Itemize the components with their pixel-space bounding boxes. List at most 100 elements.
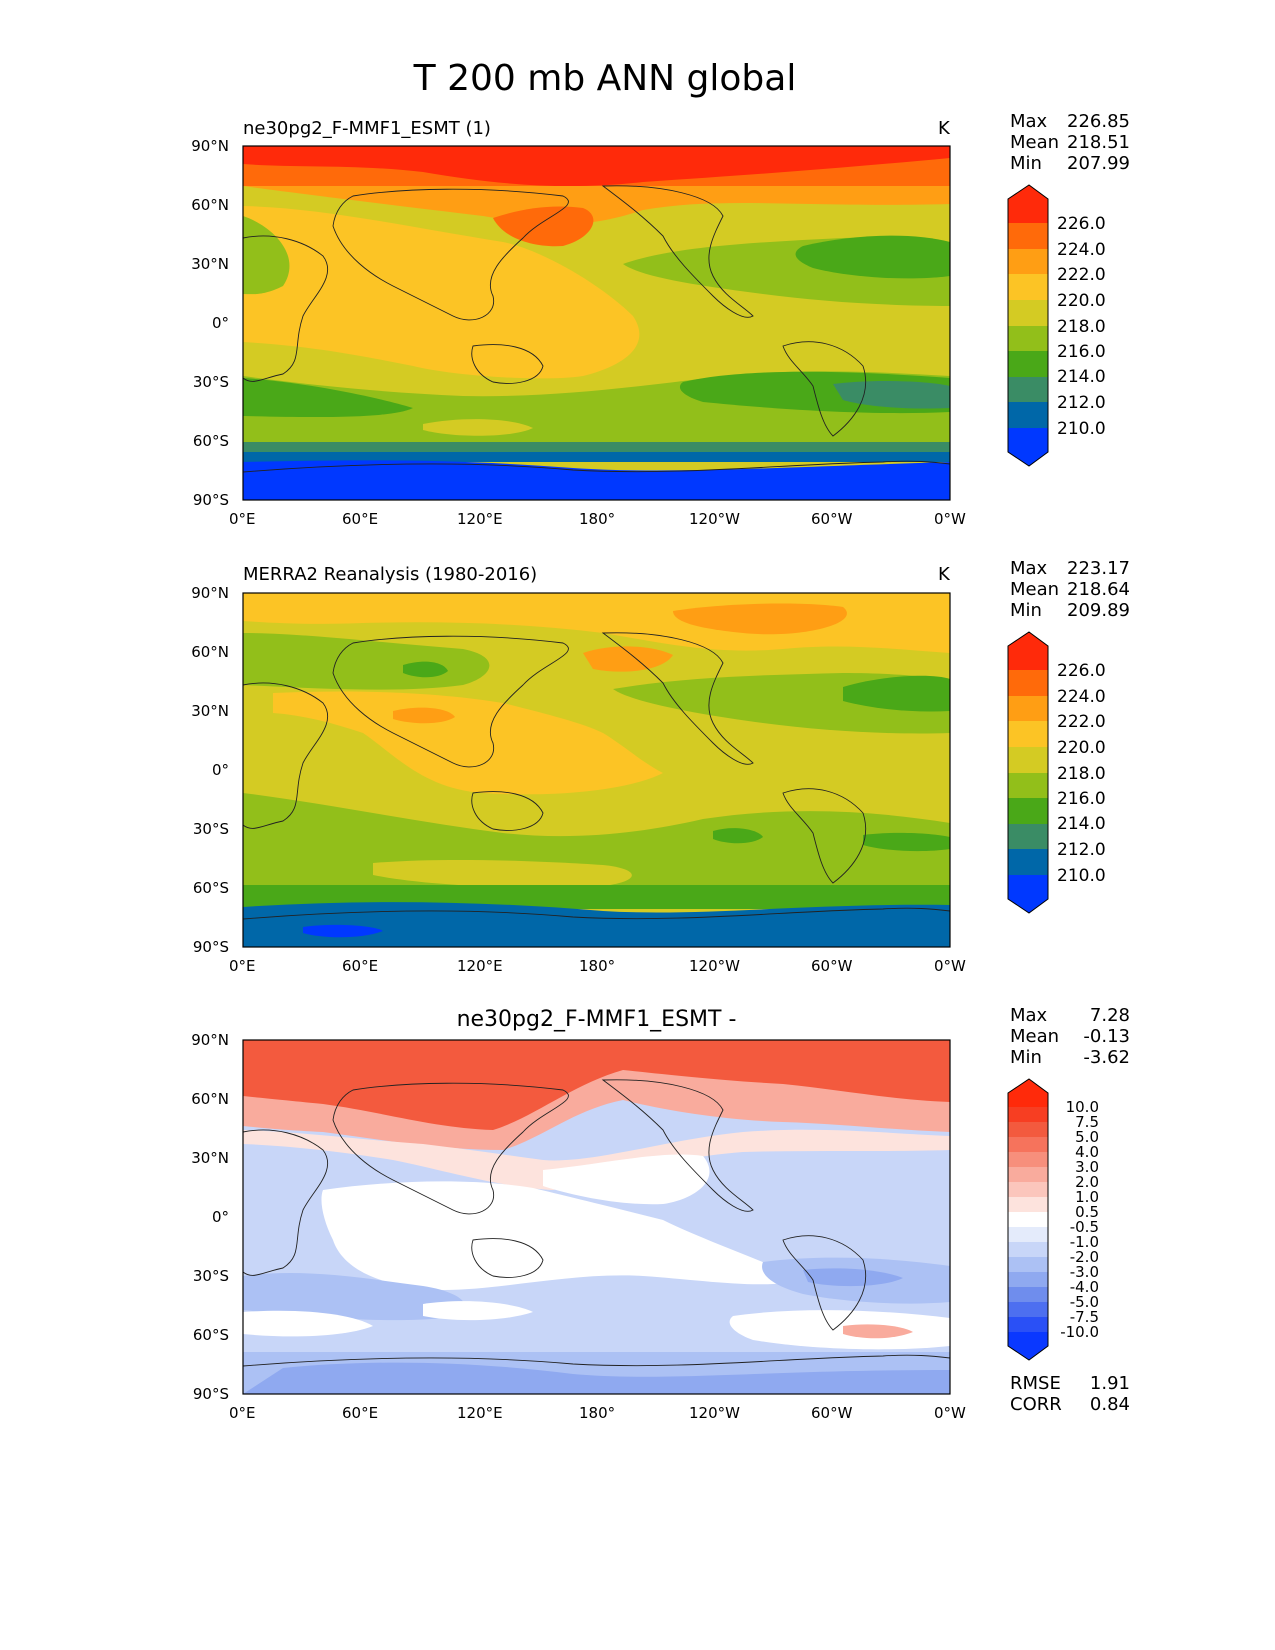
stat-value: 0.84 (1089, 1394, 1130, 1415)
stat-value: 209.89 (1067, 600, 1130, 621)
panel1-subarctic-band (243, 186, 950, 225)
lon-tick: 0°E (229, 1404, 256, 1422)
colorbar-label: 226.0 (1057, 661, 1106, 681)
colorbar-label: 3.0 (1075, 1158, 1099, 1176)
colorbar-label: -3.0 (1069, 1263, 1099, 1281)
lat-tick: 0° (211, 314, 229, 332)
lon-tick: 180° (579, 1404, 616, 1422)
stat-label: Mean (1010, 579, 1060, 600)
colorbar-label: 218.0 (1057, 764, 1106, 784)
lat-tick: 60°N (191, 1090, 229, 1108)
stat-value: 207.99 (1067, 153, 1130, 174)
lon-tick: 0°E (229, 510, 256, 528)
stat-value: 7.28 (1089, 1005, 1130, 1026)
lon-tick: 120°W (689, 957, 740, 975)
lon-tick: 60°E (342, 510, 379, 528)
colorbar-label: 220.0 (1057, 738, 1106, 758)
lon-tick: 120°W (689, 1404, 740, 1422)
lat-tick: 0° (211, 1208, 229, 1226)
colorbar-label: 7.5 (1075, 1113, 1099, 1131)
lat-tick: 90°S (192, 1385, 229, 1403)
stat-value: 218.64 (1067, 579, 1130, 600)
stat-label: RMSE (1010, 1373, 1061, 1394)
lat-tick: 0° (211, 761, 229, 779)
lon-tick: 180° (579, 510, 616, 528)
panel3-colorbar (1007, 1078, 1049, 1361)
colorbar-label: 224.0 (1057, 687, 1106, 707)
stat-label: Min (1010, 1047, 1042, 1068)
stat-label: Min (1010, 600, 1042, 621)
lon-tick: 60°E (342, 1404, 379, 1422)
panel1-kamchatka-warm (493, 206, 594, 247)
colorbar-label: 226.0 (1057, 214, 1106, 234)
lat-tick: 90°N (191, 1031, 229, 1049)
panel2-map (242, 592, 951, 948)
stat-label: CORR (1010, 1394, 1062, 1415)
lat-tick: 30°N (191, 255, 229, 273)
lon-tick: 0°W (934, 957, 966, 975)
panel1-map (242, 145, 951, 501)
panel1-arctic-core (243, 146, 950, 187)
colorbar-label: 222.0 (1057, 712, 1106, 732)
stat-value: 226.85 (1067, 111, 1130, 132)
lon-tick: 120°E (457, 957, 503, 975)
colorbar-label: -5.0 (1069, 1293, 1099, 1311)
panel2-title: MERRA2 Reanalysis (1980-2016) (243, 564, 538, 585)
stat-label: Min (1010, 153, 1042, 174)
panel1-antarctic (243, 460, 950, 500)
colorbar-label: -1.0 (1069, 1233, 1099, 1251)
panel1-coastlines (242, 185, 951, 473)
colorbar-label: 224.0 (1057, 240, 1106, 260)
lon-tick: 60°W (811, 957, 853, 975)
lat-tick: 60°N (191, 196, 229, 214)
colorbar-label: -10.0 (1060, 1323, 1099, 1341)
lat-tick: 30°S (192, 373, 229, 391)
colorbar-label: 2.0 (1075, 1173, 1099, 1191)
lat-tick: 60°S (192, 432, 229, 450)
colorbar-label: 10.0 (1065, 1098, 1099, 1116)
lon-tick: 120°E (457, 510, 503, 528)
colorbar-label: 210.0 (1057, 419, 1106, 439)
panel2-colorbar (1007, 631, 1049, 914)
colorbar-label: 1.0 (1075, 1188, 1099, 1206)
figure-title: T 200 mb ANN global (413, 58, 797, 99)
lat-tick: 30°N (191, 1149, 229, 1167)
lon-tick: 0°W (934, 1404, 966, 1422)
panel3-title: ne30pg2_F-MMF1_ESMT - (456, 1007, 737, 1032)
panel1-natl-core (795, 235, 950, 279)
colorbar-label: 0.5 (1075, 1203, 1099, 1221)
colorbar-label: 5.0 (1075, 1128, 1099, 1146)
colorbar-label: 222.0 (1057, 265, 1106, 285)
panel1-sio-cool (243, 378, 413, 418)
lat-tick: 30°S (192, 1267, 229, 1285)
lat-tick: 30°S (192, 820, 229, 838)
stat-value: 218.51 (1067, 132, 1130, 153)
colorbar-label: 210.0 (1057, 866, 1106, 886)
panel1-so-blue (243, 452, 950, 462)
lon-tick: 60°W (811, 510, 853, 528)
lat-tick: 90°N (191, 137, 229, 155)
stat-label: Max (1010, 111, 1048, 132)
panel1-title: ne30pg2_F-MMF1_ESMT (1) (243, 118, 491, 139)
colorbar-label: 4.0 (1075, 1143, 1099, 1161)
stat-label: Mean (1010, 132, 1060, 153)
panel1-so-band (423, 419, 533, 436)
panel2-units: K (938, 564, 950, 585)
colorbar-label: -4.0 (1069, 1278, 1099, 1296)
colorbar-label: 216.0 (1057, 342, 1106, 362)
lon-tick: 60°E (342, 957, 379, 975)
lat-tick: 30°N (191, 702, 229, 720)
lat-tick: 60°S (192, 1326, 229, 1344)
lon-tick: 60°W (811, 1404, 853, 1422)
lat-tick: 60°S (192, 879, 229, 897)
colorbar-label: 214.0 (1057, 367, 1106, 387)
stat-value: 223.17 (1067, 558, 1130, 579)
stat-value: 1.91 (1089, 1373, 1130, 1394)
lon-tick: 120°W (689, 510, 740, 528)
colorbar-label: -7.5 (1069, 1308, 1099, 1326)
stat-value: -0.13 (1083, 1026, 1130, 1047)
stat-value: -3.62 (1083, 1047, 1130, 1068)
lon-tick: 0°W (934, 510, 966, 528)
panel1-satl-teal (833, 380, 950, 409)
panel1-frame (242, 145, 951, 501)
